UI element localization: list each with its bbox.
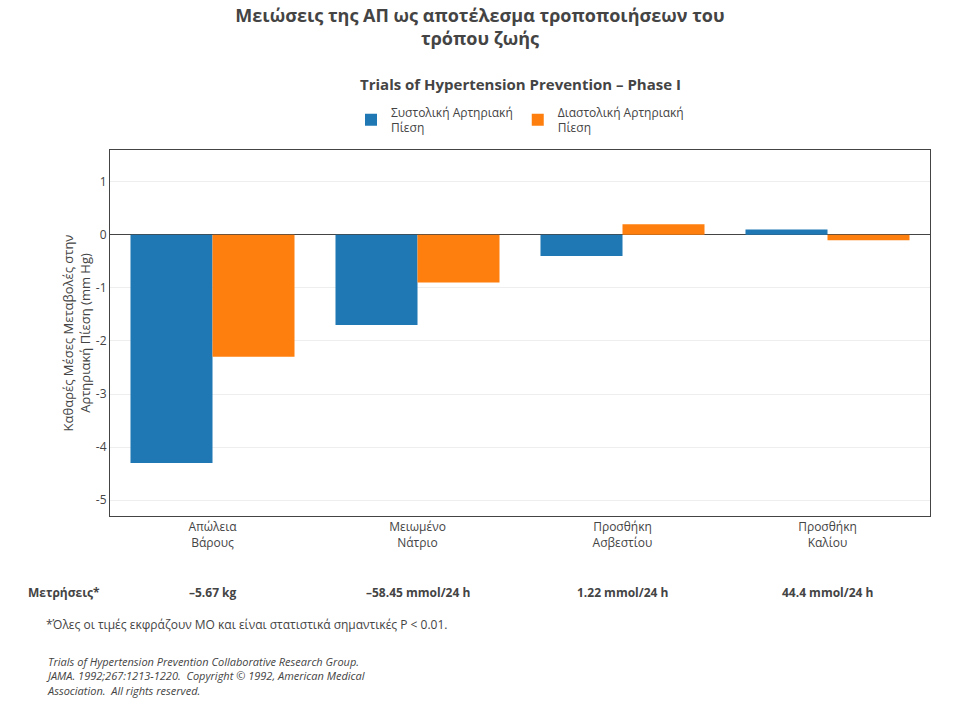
svg-text:1.22 mmol/24 h: 1.22 mmol/24 h: [577, 584, 668, 601]
svg-text:Συστολική ΑρτηριακήΠίεση: Συστολική ΑρτηριακήΠίεση: [391, 104, 513, 137]
svg-text:1: 1: [100, 173, 107, 190]
svg-text:ΜειωμένοΝάτριο: ΜειωμένοΝάτριο: [389, 518, 446, 551]
svg-text:0: 0: [100, 226, 107, 243]
svg-text:Μετρήσεις*: Μετρήσεις*: [28, 584, 100, 601]
svg-text:Καθαρές Μέσες Μεταβολές στηνΑρ: Καθαρές Μέσες Μεταβολές στηνΑρτηριακή Πί…: [59, 235, 94, 432]
svg-text:-4: -4: [96, 438, 107, 455]
svg-text:ΠροσθήκηΑσβεστίου: ΠροσθήκηΑσβεστίου: [593, 518, 653, 551]
svg-text:*Όλες οι τιμές εκφράζουν ΜΟ κα: *Όλες οι τιμές εκφράζουν ΜΟ και είναι στ…: [46, 616, 447, 633]
svg-text:-2: -2: [96, 332, 107, 349]
svg-text:–58.45 mmol/24 h: –58.45 mmol/24 h: [366, 584, 470, 601]
svg-text:44.4 mmol/24 h: 44.4 mmol/24 h: [782, 584, 873, 601]
svg-text:Trials of Hypertension Prevent: Trials of Hypertension Prevention – Phas…: [360, 74, 681, 94]
svg-text:-3: -3: [96, 385, 107, 402]
svg-text:ΠροσθήκηΚαλίου: ΠροσθήκηΚαλίου: [798, 518, 857, 551]
svg-text:Μειώσεις της ΑΠ ως αποτέλεσμα: Μειώσεις της ΑΠ ως αποτέλεσμα τροποποιήσ…: [235, 3, 724, 50]
svg-text:-1: -1: [96, 279, 107, 296]
svg-text:-5: -5: [96, 491, 107, 508]
svg-text:–5.67 kg: –5.67 kg: [189, 584, 237, 601]
svg-text:Trials of Hypertension Prevent: Trials of Hypertension Prevention Collab…: [46, 654, 365, 698]
svg-text:Διαστολική ΑρτηριακήΠίεση: Διαστολική ΑρτηριακήΠίεση: [558, 104, 684, 137]
svg-text:ΑπώλειαΒάρους: ΑπώλειαΒάρους: [188, 518, 237, 551]
